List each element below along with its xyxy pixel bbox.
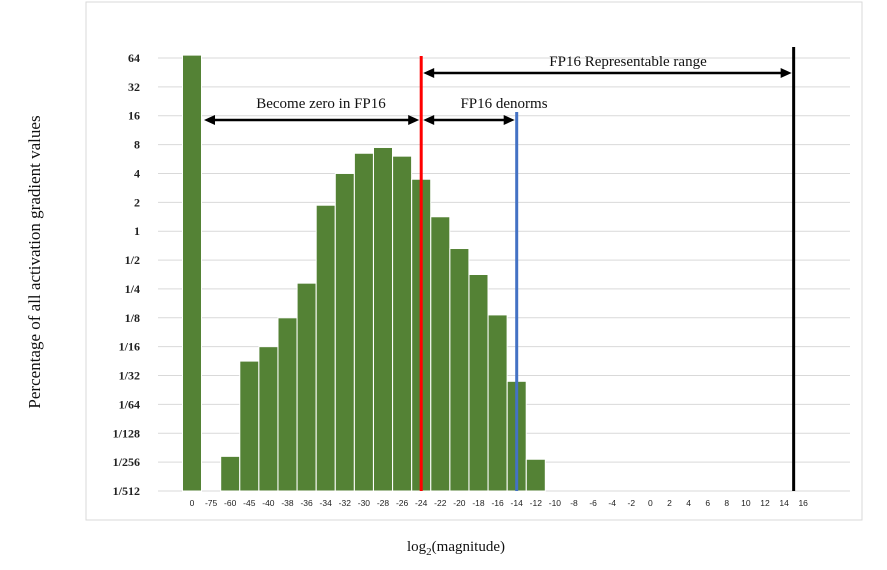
x-tick-label: 0 bbox=[190, 498, 195, 508]
x-tick-label: -30 bbox=[358, 498, 371, 508]
x-tick-label: -34 bbox=[320, 498, 333, 508]
x-tick-label: -4 bbox=[608, 498, 616, 508]
x-tick-labels: 0 -75 -60 -45 -40 -38 -36 -34 -32 -30 -28 -26 -24 -22… bbox=[190, 498, 809, 508]
x-tick-label: 2 bbox=[667, 498, 672, 508]
bar bbox=[315, 204, 336, 492]
x-tick-label: -12 bbox=[530, 498, 543, 508]
arrow-denorms-head-right bbox=[503, 115, 515, 125]
annotation-range: FP16 Representable range bbox=[549, 54, 707, 70]
x-tick-label: -75 bbox=[205, 498, 218, 508]
x-tick-label: -20 bbox=[453, 498, 466, 508]
x-tick-label: -24 bbox=[415, 498, 428, 508]
y-tick-label: 1/128 bbox=[113, 426, 140, 440]
bar bbox=[487, 314, 508, 492]
y-axis-label: Percentage of all activation gradient va… bbox=[25, 115, 44, 408]
arrow-range-head-left bbox=[423, 68, 435, 78]
y-tick-label: 4 bbox=[134, 166, 140, 180]
x-tick-label: -2 bbox=[628, 498, 636, 508]
bar bbox=[353, 152, 374, 492]
x-axis-label: log2(magnitude) bbox=[407, 539, 505, 558]
y-tick-label: 16 bbox=[128, 109, 140, 123]
y-tick-label: 32 bbox=[128, 80, 140, 94]
y-tick-label: 64 bbox=[128, 51, 140, 65]
bar bbox=[182, 54, 202, 492]
x-tick-label: -22 bbox=[434, 498, 447, 508]
x-tick-label: -16 bbox=[491, 498, 504, 508]
annotation-zero: Become zero in FP16 bbox=[256, 96, 386, 112]
x-tick-label: -28 bbox=[377, 498, 390, 508]
x-tick-label: -32 bbox=[339, 498, 352, 508]
x-tick-label: -8 bbox=[570, 498, 578, 508]
y-tick-label: 1 bbox=[134, 224, 140, 238]
x-tick-label: -18 bbox=[472, 498, 485, 508]
bar bbox=[430, 216, 451, 492]
arrow-range-head-right bbox=[780, 68, 792, 78]
x-tick-label: 6 bbox=[705, 498, 710, 508]
y-tick-label: 1/32 bbox=[119, 369, 140, 383]
bar bbox=[239, 360, 260, 492]
y-tick-label: 1/2 bbox=[125, 253, 140, 267]
y-tick-label: 1/256 bbox=[113, 455, 140, 469]
x-tick-label: -40 bbox=[262, 498, 275, 508]
x-tick-label: -60 bbox=[224, 498, 237, 508]
y-tick-label: 1/4 bbox=[125, 282, 140, 296]
x-tick-label: 16 bbox=[798, 498, 808, 508]
range-arrows bbox=[204, 68, 792, 125]
bar bbox=[296, 282, 317, 492]
y-tick-label: 1/8 bbox=[125, 311, 140, 325]
annotation-denorms: FP16 denorms bbox=[460, 96, 547, 112]
x-tick-label: 12 bbox=[760, 498, 770, 508]
x-tick-label: -38 bbox=[281, 498, 294, 508]
x-tick-label: -10 bbox=[549, 498, 562, 508]
y-tick-label: 1/512 bbox=[113, 484, 140, 498]
bar bbox=[373, 146, 393, 492]
bar bbox=[449, 248, 470, 492]
bar bbox=[468, 274, 489, 492]
bar bbox=[525, 458, 546, 492]
bar bbox=[258, 346, 279, 492]
x-tick-label: 10 bbox=[741, 498, 751, 508]
x-tick-label: -26 bbox=[396, 498, 409, 508]
x-tick-label: -45 bbox=[243, 498, 256, 508]
plot-frame bbox=[85, 1, 863, 521]
y-tick-label: 2 bbox=[134, 195, 140, 209]
bar bbox=[220, 455, 241, 492]
arrow-denorms-head-left bbox=[423, 115, 435, 125]
bar bbox=[392, 155, 413, 492]
y-tick-label: 1/64 bbox=[119, 397, 140, 411]
x-tick-label: 14 bbox=[779, 498, 789, 508]
arrow-zero-head-left bbox=[204, 115, 215, 125]
bars bbox=[182, 54, 546, 492]
x-tick-label: -6 bbox=[589, 498, 597, 508]
x-tick-label: 0 bbox=[648, 498, 653, 508]
x-tick-label: 4 bbox=[686, 498, 691, 508]
range-lines bbox=[419, 47, 796, 491]
bar bbox=[334, 172, 355, 492]
y-tick-label: 1/16 bbox=[119, 340, 140, 354]
x-axis-label-subscript: 2 bbox=[426, 546, 432, 558]
x-tick-label: 8 bbox=[724, 498, 729, 508]
y-tick-labels: 1/512 1/256 1/128 1/64 1/32 1/16 1/8 1/4 1/2 1 2 4 8… bbox=[113, 51, 140, 498]
x-tick-label: -14 bbox=[511, 498, 524, 508]
bar bbox=[277, 317, 298, 492]
x-axis-label-rest: (magnitude) bbox=[432, 539, 505, 555]
arrow-zero-head-right bbox=[408, 115, 420, 125]
x-axis-label-base: log bbox=[407, 539, 427, 555]
x-tick-label: -36 bbox=[300, 498, 313, 508]
y-tick-label: 8 bbox=[134, 138, 140, 152]
